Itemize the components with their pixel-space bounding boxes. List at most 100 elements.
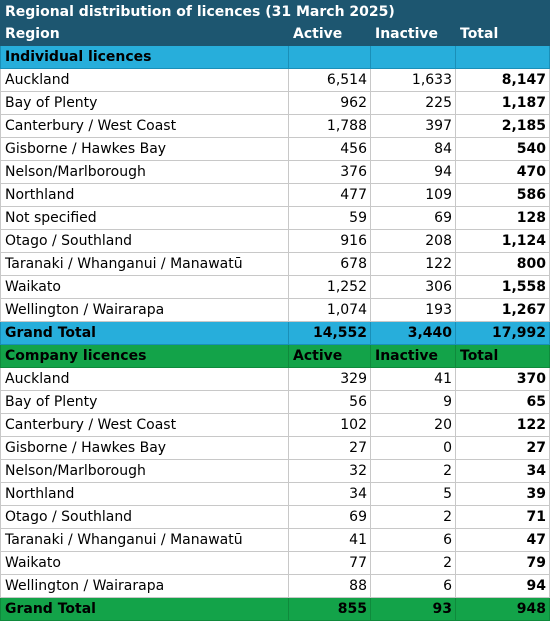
region-cell: Northland (0, 183, 289, 208)
table-row: Auckland 6,514 1,633 8,147 (0, 68, 550, 93)
table-title-row: Regional distribution of licences (31 Ma… (0, 0, 550, 24)
active-cell: 1,788 (288, 114, 371, 139)
active-cell: 77 (288, 551, 371, 576)
table-row: Taranaki / Whanganui / Manawatū 41 6 47 (0, 528, 550, 553)
region-cell: Bay of Plenty (0, 91, 289, 116)
grand-total-inactive: 3,440 (370, 321, 456, 346)
active-cell: 1,252 (288, 275, 371, 300)
active-cell: 962 (288, 91, 371, 116)
total-cell: 370 (454, 367, 550, 392)
total-cell: 1,267 (454, 298, 550, 323)
active-cell: 56 (288, 390, 371, 415)
table-row: Nelson/Marlborough 376 94 470 (0, 160, 550, 185)
total-cell: 540 (454, 137, 550, 162)
region-cell: Canterbury / West Coast (0, 413, 289, 438)
company-section-label: Company licences (0, 344, 289, 369)
active-cell: 456 (288, 137, 371, 162)
table-row: Otago / Southland 69 2 71 (0, 505, 550, 530)
table-row: Gisborne / Hawkes Bay 456 84 540 (0, 137, 550, 162)
inactive-cell: 306 (370, 275, 456, 300)
grand-total-total: 948 (454, 597, 550, 622)
inactive-cell: 2 (370, 551, 456, 576)
inactive-cell: 6 (370, 574, 456, 599)
region-cell: Gisborne / Hawkes Bay (0, 137, 289, 162)
region-cell: Auckland (0, 367, 289, 392)
region-cell: Otago / Southland (0, 229, 289, 254)
total-cell: 470 (454, 160, 550, 185)
region-cell: Taranaki / Whanganui / Manawatū (0, 252, 289, 277)
table-row: Canterbury / West Coast 1,788 397 2,185 (0, 114, 550, 139)
total-cell: 800 (454, 252, 550, 277)
total-cell: 1,124 (454, 229, 550, 254)
region-cell: Taranaki / Whanganui / Manawatū (0, 528, 289, 553)
total-cell: 128 (454, 206, 550, 231)
inactive-cell: 397 (370, 114, 456, 139)
total-cell: 71 (454, 505, 550, 530)
region-cell: Waikato (0, 551, 289, 576)
region-cell: Waikato (0, 275, 289, 300)
company-licences-section: Company licences Active Inactive Total A… (0, 344, 550, 622)
column-header-active: Active (288, 23, 371, 47)
table-row: Taranaki / Whanganui / Manawatū 678 122 800 (0, 252, 550, 277)
grand-total-row: Grand Total 14,552 3,440 17,992 (0, 321, 550, 346)
inactive-cell: 69 (370, 206, 456, 231)
total-cell: 79 (454, 551, 550, 576)
active-cell: 41 (288, 528, 371, 553)
table-row: Gisborne / Hawkes Bay 27 0 27 (0, 436, 550, 461)
active-cell: 88 (288, 574, 371, 599)
table-row: Bay of Plenty 962 225 1,187 (0, 91, 550, 116)
region-cell: Otago / Southland (0, 505, 289, 530)
total-cell: 94 (454, 574, 550, 599)
active-cell: 102 (288, 413, 371, 438)
table-row: Northland 34 5 39 (0, 482, 550, 507)
table-row: Waikato 1,252 306 1,558 (0, 275, 550, 300)
table-row: Otago / Southland 916 208 1,124 (0, 229, 550, 254)
total-cell: 1,558 (454, 275, 550, 300)
total-cell: 34 (454, 459, 550, 484)
active-cell: 32 (288, 459, 371, 484)
active-cell: 34 (288, 482, 371, 507)
inactive-cell: 122 (370, 252, 456, 277)
total-cell: 586 (454, 183, 550, 208)
table-title: Regional distribution of licences (31 Ma… (0, 0, 550, 24)
column-header-inactive: Inactive (370, 23, 456, 47)
table-row: Northland 477 109 586 (0, 183, 550, 208)
table-row: Bay of Plenty 56 9 65 (0, 390, 550, 415)
total-cell: 65 (454, 390, 550, 415)
grand-total-inactive: 93 (370, 597, 456, 622)
individual-licences-section: Individual licences Auckland 6,514 1,633 8,… (0, 45, 550, 346)
table-row: Auckland 329 41 370 (0, 367, 550, 392)
grand-total-active: 855 (288, 597, 371, 622)
region-cell: Wellington / Wairarapa (0, 298, 289, 323)
inactive-cell: 41 (370, 367, 456, 392)
grand-total-active: 14,552 (288, 321, 371, 346)
inactive-cell: 6 (370, 528, 456, 553)
column-header-row: Region Active Inactive Total (0, 23, 550, 47)
inactive-cell: 0 (370, 436, 456, 461)
inactive-cell: 9 (370, 390, 456, 415)
table-row: Waikato 77 2 79 (0, 551, 550, 576)
inactive-cell: 2 (370, 505, 456, 530)
region-cell: Canterbury / West Coast (0, 114, 289, 139)
region-cell: Nelson/Marlborough (0, 160, 289, 185)
inactive-cell: 1,633 (370, 68, 456, 93)
active-cell: 1,074 (288, 298, 371, 323)
total-cell: 47 (454, 528, 550, 553)
total-cell: 8,147 (454, 68, 550, 93)
active-cell: 27 (288, 436, 371, 461)
region-cell: Bay of Plenty (0, 390, 289, 415)
company-header-active: Active (288, 344, 371, 369)
active-cell: 59 (288, 206, 371, 231)
active-cell: 916 (288, 229, 371, 254)
company-header-total: Total (454, 344, 550, 369)
inactive-cell: 84 (370, 137, 456, 162)
active-cell: 477 (288, 183, 371, 208)
region-cell: Wellington / Wairarapa (0, 574, 289, 599)
region-cell: Auckland (0, 68, 289, 93)
total-cell: 2,185 (454, 114, 550, 139)
company-section-header: Company licences Active Inactive Total (0, 344, 550, 369)
company-header-inactive: Inactive (370, 344, 456, 369)
table-row: Wellington / Wairarapa 1,074 193 1,267 (0, 298, 550, 323)
active-cell: 69 (288, 505, 371, 530)
active-cell: 329 (288, 367, 371, 392)
